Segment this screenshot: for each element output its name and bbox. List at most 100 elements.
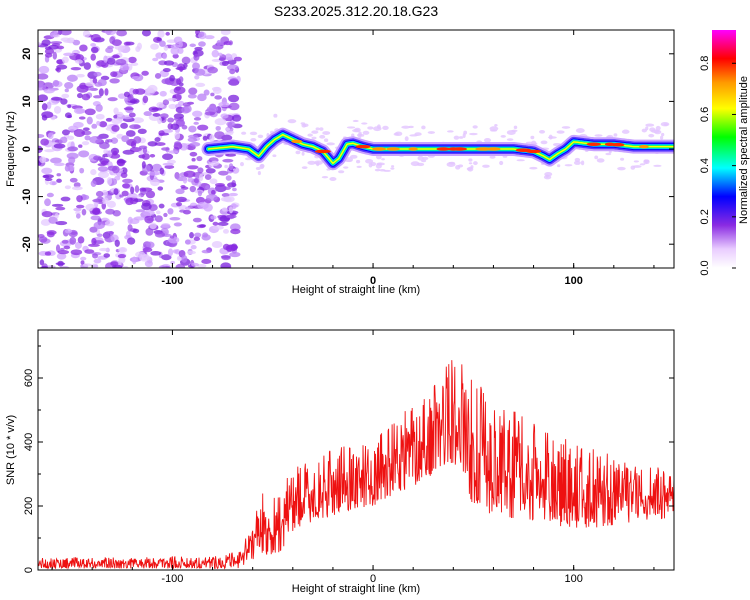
noise-blob [198, 31, 207, 40]
halo-blob [457, 164, 464, 168]
noise-blob [221, 193, 230, 198]
noise-blob [193, 232, 202, 238]
halo-blob [513, 125, 518, 130]
noise-blob [82, 263, 93, 267]
noise-blob [220, 41, 225, 46]
noise-blob [70, 249, 83, 256]
noise-blob [88, 243, 100, 247]
noise-blob [95, 113, 105, 120]
noise-blob [67, 135, 75, 140]
noise-blob [158, 265, 167, 268]
noise-blob [149, 153, 156, 158]
ridge-hotspot [372, 147, 387, 151]
noise-blob [56, 252, 67, 260]
noise-blob [187, 134, 199, 139]
noise-blob [187, 93, 197, 99]
halo-blob [653, 129, 662, 135]
noise-blob [159, 40, 166, 47]
noise-blob [164, 165, 175, 169]
noise-blob [196, 155, 203, 162]
noise-blob [52, 51, 58, 60]
halo-blob [315, 161, 320, 167]
noise-blob [122, 149, 135, 155]
noise-blob [104, 231, 115, 235]
noise-blob [110, 261, 119, 267]
noise-blob [92, 264, 99, 268]
noise-blob [100, 160, 110, 166]
bottom-x-axis-label: Height of straight line (km) [292, 583, 420, 595]
noise-blob [216, 39, 222, 47]
noise-blob [73, 129, 85, 138]
noise-blob [72, 121, 84, 128]
noise-blob [46, 265, 56, 268]
noise-blob [109, 153, 121, 159]
noise-blob [197, 190, 203, 197]
ridge-hotspot [611, 142, 625, 147]
noise-blob [109, 78, 120, 84]
halo-blob [494, 124, 498, 127]
noise-blob [110, 71, 118, 78]
noise-blob [105, 117, 113, 122]
halo-blob [368, 162, 373, 168]
noise-blob [141, 70, 149, 76]
halo-blob [500, 134, 506, 138]
noise-blob [122, 183, 131, 189]
noise-blob [54, 213, 59, 219]
noise-blob [176, 201, 183, 207]
noise-blob [59, 136, 68, 144]
noise-blob [90, 53, 96, 61]
snr-series-line [38, 360, 674, 570]
noise-blob [77, 236, 85, 244]
noise-blob [198, 41, 206, 47]
halo-blob [539, 129, 546, 134]
noise-blob [59, 30, 72, 36]
noise-blob [169, 235, 175, 239]
halo-blob [301, 123, 307, 128]
top-x-tick-label: -100 [161, 275, 183, 287]
noise-blob [177, 47, 184, 55]
noise-blob [104, 88, 109, 96]
halo-blob [349, 154, 358, 159]
halo-blob [482, 164, 490, 168]
noise-blob [78, 150, 90, 158]
colorbar-tick-label: 0.8 [699, 56, 711, 71]
noise-blob [90, 43, 96, 47]
noise-blob [93, 71, 102, 77]
halo-blob [250, 137, 257, 142]
noise-blob [134, 185, 140, 193]
halo-blob [351, 133, 355, 138]
noise-blob [63, 245, 71, 250]
halo-blob [489, 155, 496, 159]
halo-blob [295, 150, 301, 155]
noise-blob [197, 93, 207, 102]
halo-blob [249, 131, 258, 136]
top-x-tick-label: 100 [565, 275, 583, 287]
noise-blob [60, 196, 71, 202]
noise-blob [38, 73, 49, 80]
noise-blob [169, 74, 175, 82]
noise-blob [194, 68, 206, 76]
halo-blob [529, 166, 538, 170]
halo-blob [224, 127, 231, 131]
noise-blob [109, 36, 116, 44]
noise-blob [162, 162, 174, 166]
noise-blob [38, 94, 49, 102]
halo-blob [343, 166, 349, 169]
noise-blob [161, 223, 171, 228]
halo-blob [448, 161, 456, 165]
halo-blob [379, 168, 386, 172]
noise-blob [53, 143, 66, 149]
noise-blob [228, 163, 234, 171]
noise-blob [162, 53, 168, 60]
ridge-hotspot [475, 147, 492, 151]
noise-blob [187, 177, 193, 182]
halo-blob [466, 167, 472, 171]
noise-blob [229, 78, 239, 85]
noise-blob [211, 241, 223, 249]
noise-blob [147, 141, 158, 147]
noise-blob [232, 114, 242, 122]
noise-blob [201, 258, 212, 264]
noise-blob [181, 255, 188, 263]
bottom-y-tick-label: 400 [23, 433, 35, 451]
